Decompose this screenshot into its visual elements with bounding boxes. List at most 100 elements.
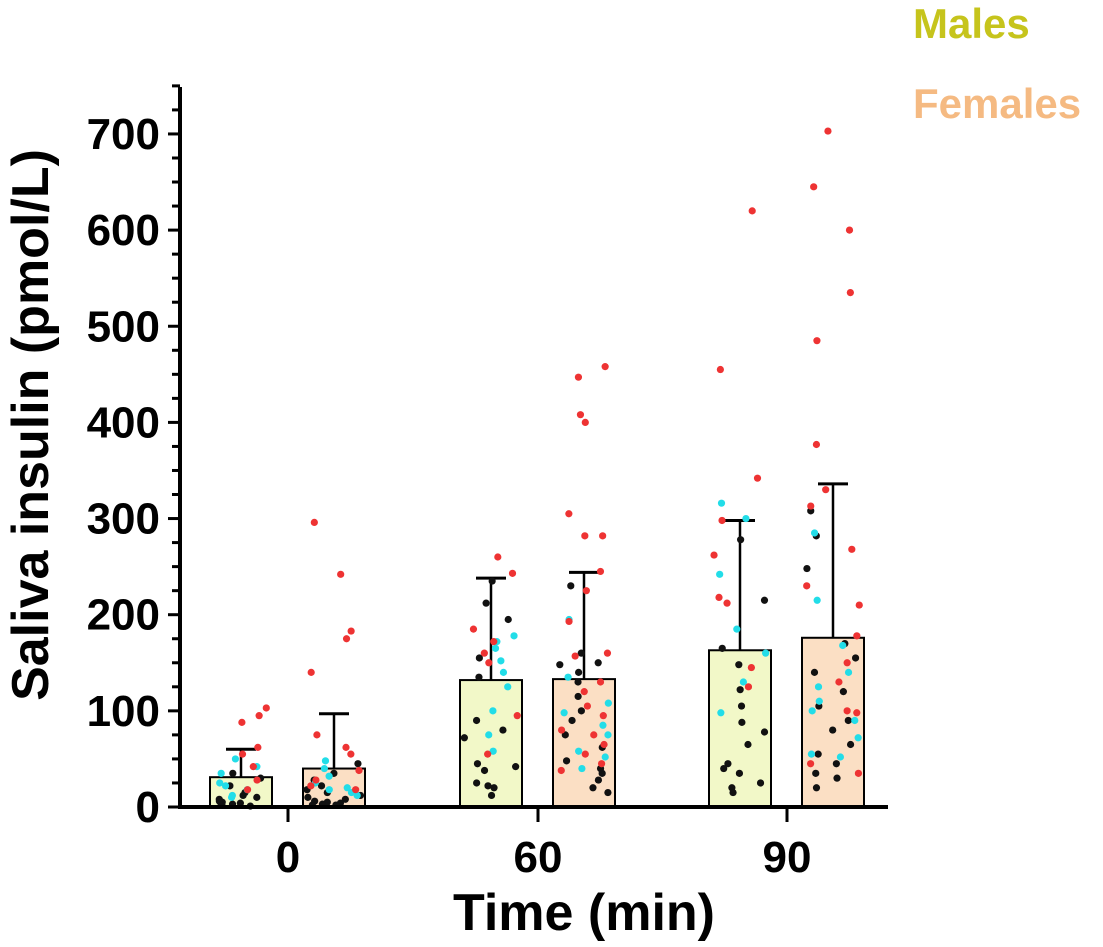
bars-group xyxy=(209,636,865,809)
data-point-red xyxy=(855,601,863,609)
data-point-red xyxy=(255,712,263,720)
data-point-red xyxy=(599,532,607,540)
data-point-cyan xyxy=(854,734,862,742)
data-point-red xyxy=(807,760,815,768)
data-point-red xyxy=(744,683,753,691)
data-point-cyan xyxy=(489,747,497,755)
data-point-black xyxy=(473,779,481,787)
data-point-cyan xyxy=(739,678,747,686)
data-point-red xyxy=(557,766,565,775)
data-point-red xyxy=(565,617,573,626)
data-point-black xyxy=(504,615,512,624)
x-tick-label: 60 xyxy=(514,833,563,882)
data-point-red xyxy=(748,207,756,215)
data-point-cyan xyxy=(807,750,816,758)
data-point-black xyxy=(844,716,852,725)
data-point-red xyxy=(262,704,270,712)
data-point-cyan xyxy=(489,707,497,715)
data-point-red xyxy=(600,740,608,749)
data-point-red xyxy=(253,776,261,784)
data-point-cyan xyxy=(510,632,518,640)
data-point-red xyxy=(807,502,815,510)
data-point-cyan xyxy=(836,753,845,761)
data-point-red xyxy=(310,518,318,526)
data-point-black xyxy=(736,686,744,694)
data-point-black xyxy=(472,716,481,725)
data-point-black xyxy=(567,582,575,590)
data-point-cyan xyxy=(717,499,726,507)
x-tick-label: 0 xyxy=(276,833,300,882)
data-point-black xyxy=(839,688,847,696)
data-point-cyan xyxy=(325,786,333,794)
data-point-black xyxy=(735,769,744,777)
data-point-cyan xyxy=(599,721,607,729)
data-point-cyan xyxy=(560,709,568,717)
data-point-red xyxy=(574,373,583,381)
data-point-cyan xyxy=(762,649,770,657)
data-point-red xyxy=(845,226,854,234)
data-point-black xyxy=(735,661,743,669)
data-point-red xyxy=(835,678,843,686)
data-point-black xyxy=(594,776,603,784)
data-point-black xyxy=(512,763,520,771)
data-point-black xyxy=(803,564,811,573)
data-point-cyan xyxy=(604,699,612,707)
data-point-black xyxy=(475,673,483,681)
data-point-cyan xyxy=(227,793,236,801)
data-point-cyan xyxy=(320,764,328,773)
data-point-black xyxy=(738,718,746,726)
data-point-cyan xyxy=(504,683,512,691)
data-point-red xyxy=(238,750,247,758)
data-point-red xyxy=(583,702,592,710)
data-point-black xyxy=(574,692,582,701)
data-point-red xyxy=(723,599,731,607)
data-point-black xyxy=(598,769,606,777)
data-point-cyan xyxy=(485,731,493,739)
data-point-red xyxy=(843,707,851,715)
data-point-red xyxy=(249,763,257,771)
data-point-black xyxy=(229,769,237,777)
data-point-red xyxy=(485,659,493,667)
data-point-red xyxy=(843,659,851,667)
y-tick-label: 700 xyxy=(87,110,160,159)
data-point-cyan xyxy=(717,709,725,717)
data-point-red xyxy=(710,551,718,559)
data-point-black xyxy=(317,782,326,790)
data-point-cyan xyxy=(321,757,330,765)
data-point-cyan xyxy=(499,668,508,676)
data-point-red xyxy=(718,516,726,525)
data-point-red xyxy=(582,587,590,595)
data-point-black xyxy=(482,599,490,607)
data-point-red xyxy=(313,731,321,739)
data-point-cyan xyxy=(815,697,823,705)
x-ticks-group: 0 60 90 xyxy=(276,807,811,882)
data-point-red xyxy=(853,709,861,717)
data-point-red xyxy=(307,668,315,676)
data-point-cyan xyxy=(575,747,583,755)
data-point-red xyxy=(846,288,854,297)
data-point-cyan xyxy=(564,673,572,681)
data-point-black xyxy=(562,757,571,765)
data-point-black xyxy=(832,760,840,768)
data-point-black xyxy=(718,644,726,652)
data-point-cyan xyxy=(808,707,816,715)
y-tick-label: 600 xyxy=(87,206,160,255)
data-point-red xyxy=(312,776,320,784)
data-point-red xyxy=(513,712,521,720)
data-point-red xyxy=(580,688,588,696)
data-point-red xyxy=(753,474,762,482)
data-point-red xyxy=(307,782,315,790)
data-point-cyan xyxy=(216,779,224,787)
data-point-black xyxy=(812,769,820,777)
data-point-red xyxy=(747,663,755,672)
data-point-black xyxy=(577,649,585,657)
data-point-black xyxy=(720,764,728,773)
data-point-red xyxy=(494,553,502,561)
data-point-cyan xyxy=(844,668,853,676)
data-point-cyan xyxy=(733,625,741,633)
data-point-black xyxy=(724,760,732,768)
data-point-red xyxy=(508,569,517,577)
data-point-cyan xyxy=(814,683,823,691)
data-point-red xyxy=(812,440,821,449)
data-point-cyan xyxy=(217,769,225,777)
